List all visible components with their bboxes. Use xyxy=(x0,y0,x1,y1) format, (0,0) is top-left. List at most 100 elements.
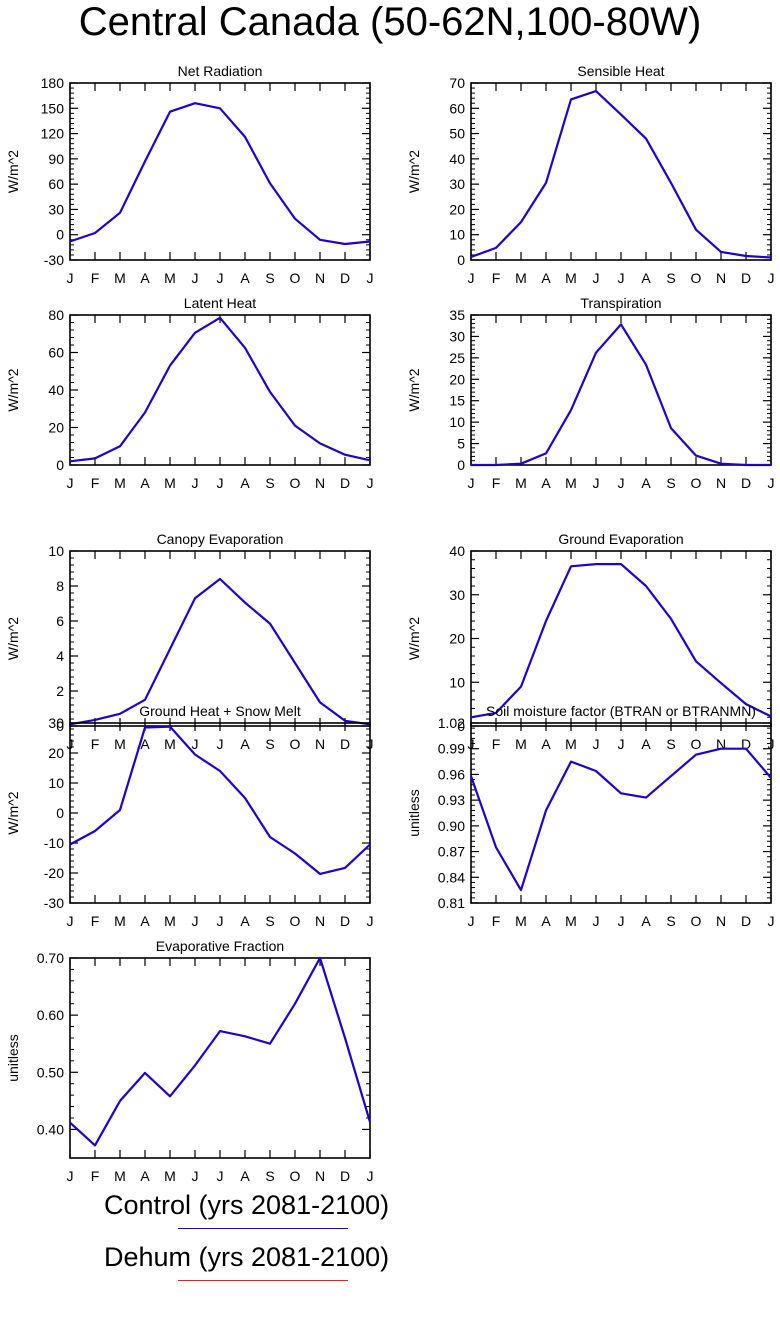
x-tick-label: F xyxy=(492,270,501,286)
x-tick-label: M xyxy=(565,913,577,929)
x-tick-label: O xyxy=(290,736,301,752)
y-tick-label: 20 xyxy=(449,631,465,647)
x-tick-label: O xyxy=(290,1168,301,1184)
panel-title: Evaporative Fraction xyxy=(156,938,284,954)
chart-panel-8: Soil moisture factor (BTRAN or BTRANMN) u… xyxy=(406,703,775,929)
x-tick-label: F xyxy=(492,913,501,929)
x-tick-label: J xyxy=(67,475,74,491)
chart-panel-9: Evaporative Fraction unitless 0.40 0.50 0.60… xyxy=(5,938,374,1184)
x-tick-label: A xyxy=(541,475,551,491)
x-tick-label: J xyxy=(192,1168,199,1184)
y-tick-label: 1.02 xyxy=(438,715,465,731)
y-tick-label: 0.84 xyxy=(438,869,465,885)
x-tick-label: F xyxy=(91,270,100,286)
x-tick-label: D xyxy=(741,475,751,491)
x-tick-label: M xyxy=(515,736,527,752)
y-tick-label: 30 xyxy=(449,328,465,344)
x-tick-label: J xyxy=(217,475,224,491)
x-tick-label: J xyxy=(192,736,199,752)
x-tick-label: J xyxy=(618,270,625,286)
x-tick-label: A xyxy=(641,913,651,929)
y-tick-label: 0.96 xyxy=(438,766,465,782)
x-tick-label: D xyxy=(340,736,350,752)
x-tick-label: F xyxy=(91,736,100,752)
panel-title: Sensible Heat xyxy=(577,63,664,79)
x-tick-label: J xyxy=(618,736,625,752)
y-tick-label: 0 xyxy=(457,252,465,268)
y-tick-label: 30 xyxy=(449,176,465,192)
x-tick-label: F xyxy=(91,1168,100,1184)
y-tick-label: 90 xyxy=(48,151,64,167)
y-axis-label: W/m^2 xyxy=(5,791,21,834)
x-tick-label: J xyxy=(367,1168,374,1184)
y-tick-label: 0.93 xyxy=(438,792,465,808)
x-tick-label: N xyxy=(315,913,325,929)
x-tick-label: O xyxy=(691,270,702,286)
x-tick-label: M xyxy=(164,736,176,752)
x-tick-label: J xyxy=(367,475,374,491)
x-tick-label: A xyxy=(641,270,651,286)
y-tick-label: 50 xyxy=(449,126,465,142)
y-tick-label: 30 xyxy=(449,587,465,603)
y-tick-label: 0.70 xyxy=(37,950,64,966)
x-tick-label: J xyxy=(468,270,475,286)
x-tick-label: A xyxy=(240,475,250,491)
x-tick-label: M xyxy=(164,913,176,929)
series-line-control xyxy=(69,956,372,1147)
y-tick-label: 20 xyxy=(449,371,465,387)
plot-frame xyxy=(470,82,772,261)
x-tick-label: J xyxy=(593,270,600,286)
plot-frame xyxy=(69,314,371,466)
y-tick-label: 0.87 xyxy=(438,844,465,860)
x-tick-label: N xyxy=(315,736,325,752)
x-tick-label: N xyxy=(315,270,325,286)
x-tick-label: J xyxy=(192,475,199,491)
x-tick-label: M xyxy=(565,736,577,752)
x-tick-label: M xyxy=(164,270,176,286)
x-tick-label: D xyxy=(340,913,350,929)
chart-panel-7: Ground Heat + Snow Melt W/m^2 -30 -20 -10 0 10… xyxy=(5,703,374,929)
x-tick-label: J xyxy=(67,270,74,286)
x-tick-label: J xyxy=(768,475,775,491)
panel-title: Ground Heat + Snow Melt xyxy=(139,703,301,719)
x-tick-label: S xyxy=(666,270,675,286)
y-axis-label: W/m^2 xyxy=(5,150,21,193)
y-tick-label: 0 xyxy=(56,457,64,473)
y-tick-label: 20 xyxy=(449,201,465,217)
y-tick-label: 10 xyxy=(48,775,64,791)
x-tick-label: J xyxy=(192,270,199,286)
x-tick-label: J xyxy=(593,913,600,929)
series-line-control xyxy=(69,725,371,876)
x-tick-label: A xyxy=(140,1168,150,1184)
x-tick-label: M xyxy=(164,475,176,491)
x-tick-label: N xyxy=(716,913,726,929)
x-tick-label: N xyxy=(716,270,726,286)
y-tick-label: 0.40 xyxy=(37,1121,64,1137)
y-tick-label: 0 xyxy=(56,805,64,821)
y-tick-label: 0.50 xyxy=(37,1064,64,1080)
y-tick-label: 150 xyxy=(41,100,65,116)
y-tick-label: 0 xyxy=(457,718,465,734)
y-tick-label: -10 xyxy=(44,835,64,851)
legend-control-line xyxy=(178,1228,348,1229)
x-tick-label: A xyxy=(240,736,250,752)
y-tick-label: 30 xyxy=(48,201,64,217)
x-tick-label: J xyxy=(468,913,475,929)
x-tick-label: S xyxy=(265,913,274,929)
x-tick-label: S xyxy=(666,913,675,929)
x-tick-label: N xyxy=(315,1168,325,1184)
y-tick-label: 60 xyxy=(48,176,64,192)
y-tick-label: 8 xyxy=(56,578,64,594)
x-tick-label: D xyxy=(340,1168,350,1184)
panel-title: Soil moisture factor (BTRAN or BTRANMN) xyxy=(486,703,756,719)
y-tick-label: 0.60 xyxy=(37,1007,64,1023)
y-tick-label: 6 xyxy=(56,613,64,629)
x-tick-label: O xyxy=(290,270,301,286)
x-tick-label: M xyxy=(565,270,577,286)
series-line-control xyxy=(470,89,772,259)
